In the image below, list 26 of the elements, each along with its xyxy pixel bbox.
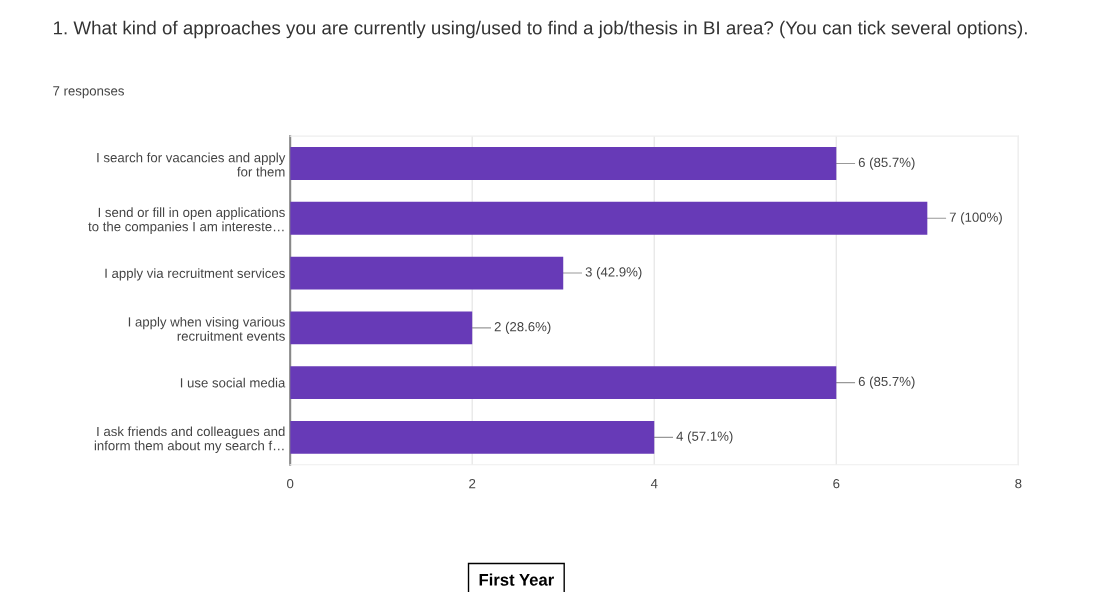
text: First Year bbox=[479, 573, 554, 586]
x-tick-label: 0 bbox=[287, 478, 294, 489]
bar bbox=[290, 366, 837, 400]
data-label: 4 (57.1%) bbox=[676, 431, 733, 444]
y-tick-label: I send or fill in open applications to the companies I am intereste… bbox=[88, 207, 285, 234]
x-tick-label: 4 bbox=[650, 479, 658, 489]
y-tick-label: I apply via recruitment services bbox=[105, 268, 285, 281]
x-tick-label: 2 bbox=[469, 478, 476, 489]
bar bbox=[290, 201, 928, 235]
bar bbox=[290, 147, 837, 180]
y-tick-label: I search for vacancies and apply for them bbox=[97, 152, 286, 177]
data-label: 6 (85.7%) bbox=[858, 157, 915, 170]
bar bbox=[290, 420, 655, 454]
bar bbox=[290, 256, 564, 290]
chart-title: 1. What kind of approaches you are currently using/used to find a job/thesis in BI area? (You can tick several options). bbox=[53, 20, 1027, 39]
x-tick-label: 6 bbox=[833, 478, 840, 489]
data-label: 2 (28.6%) bbox=[494, 321, 551, 334]
y-tick-label: I apply when vising various recruitment events bbox=[128, 316, 285, 341]
data-label: 3 (42.9%) bbox=[585, 266, 642, 280]
x-tick-label: 8 bbox=[1015, 478, 1022, 489]
y-tick-label: I ask friends and colleagues and inform them about my search f… bbox=[94, 426, 285, 453]
bar bbox=[290, 311, 473, 345]
data-label: 7 (100%) bbox=[949, 212, 1002, 225]
y-tick-label: I use social media bbox=[180, 377, 286, 388]
text: 7 responses bbox=[53, 86, 124, 99]
data-label: 6 (85.7%) bbox=[858, 376, 915, 389]
